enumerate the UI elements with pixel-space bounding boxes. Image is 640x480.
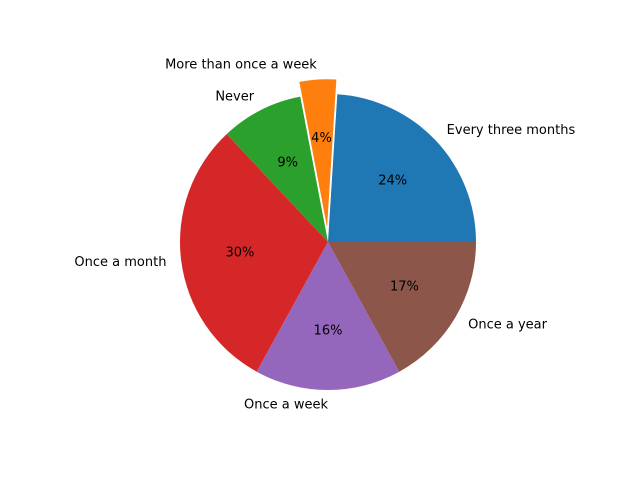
pie-pct-label-once-a-year: 17% [390,280,419,295]
pie-category-label-never: Never [215,89,254,104]
pie-category-label-every-three-months: Every three months [447,123,576,138]
pie-slice-once-a-month [180,134,328,372]
pie-pct-label-never: 9% [277,155,298,170]
labels-layer: 24% Every three months 4% More than once a … [74,57,575,412]
pie-slice-once-a-week [256,242,400,390]
pie-pct-label-every-three-months: 24% [378,174,407,189]
pie-slice-never [226,96,328,242]
pie-pct-label-once-a-month: 30% [225,246,254,261]
pie-category-label-once-a-month: Once a month [74,255,166,270]
pie-category-label-more-than-once-a-week: More than once a week [165,57,317,72]
slices-layer [180,79,476,390]
pie-category-label-once-a-week: Once a week [244,397,328,412]
pie-slice-every-three-months [328,94,476,242]
pie-category-label-once-a-year: Once a year [468,317,548,332]
pie-pct-label-once-a-week: 16% [314,323,343,338]
pie-slice-more-than-once-a-week [299,79,337,228]
pie-pct-label-more-than-once-a-week: 4% [311,131,332,146]
pie-slice-once-a-year [328,242,476,372]
